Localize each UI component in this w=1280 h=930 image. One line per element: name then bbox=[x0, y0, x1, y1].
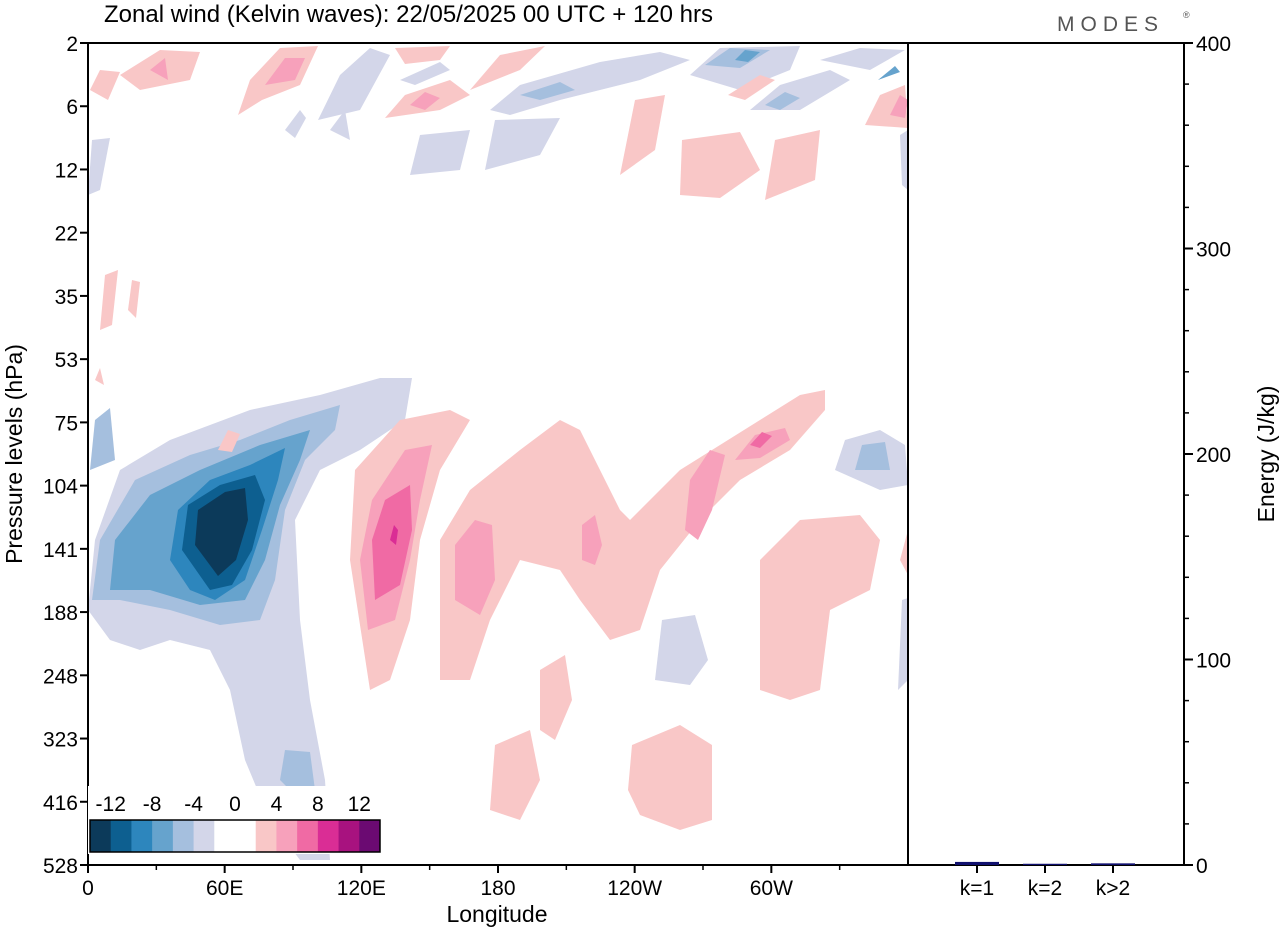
energy-axis-label: Energy (J/kg) bbox=[1253, 386, 1279, 523]
colorbar-swatch bbox=[235, 820, 257, 852]
y-tick-label: 75 bbox=[55, 412, 78, 435]
y-tick-label: 323 bbox=[43, 729, 78, 752]
colorbar-swatch bbox=[359, 820, 381, 852]
colorbar-swatch bbox=[172, 820, 195, 852]
colorbar-swatch bbox=[152, 820, 174, 852]
colorbar-label: 0 bbox=[229, 793, 241, 816]
energy-tick-label: 400 bbox=[1196, 33, 1231, 56]
colorbar-swatch bbox=[297, 820, 319, 852]
colorbar-swatch bbox=[255, 820, 277, 852]
colorbar-label: -12 bbox=[96, 793, 126, 816]
colorbar-label: 4 bbox=[271, 793, 283, 816]
x-tick-label: 120W bbox=[607, 877, 662, 900]
y-tick-label: 141 bbox=[43, 539, 78, 562]
upper-level-anomalies bbox=[88, 46, 908, 330]
y-tick-label: 6 bbox=[66, 96, 78, 119]
y-tick-label: 248 bbox=[43, 665, 78, 688]
x-axis-label: Longitude bbox=[446, 901, 547, 927]
energy-panel-frame bbox=[907, 42, 1185, 866]
colorbar-swatch bbox=[110, 820, 132, 852]
energy-bar bbox=[1091, 863, 1135, 865]
energy-bar bbox=[955, 861, 999, 865]
bar-category-label: k=2 bbox=[1028, 877, 1062, 900]
energy-bar bbox=[1023, 863, 1067, 865]
y-tick-label: 416 bbox=[43, 792, 78, 815]
y-axis-ticks: 2 6 12 22 35 53 75 104 141 188 248 323 416 528 bbox=[43, 33, 88, 878]
energy-bars: k=1 k=2 k>2 bbox=[955, 861, 1135, 900]
bar-category-label: k>2 bbox=[1096, 877, 1130, 900]
y-tick-label: 12 bbox=[55, 159, 78, 182]
chart-title: Zonal wind (Kelvin waves): 22/05/2025 00… bbox=[104, 1, 713, 28]
energy-tick-label: 100 bbox=[1196, 650, 1231, 673]
colorbar-label: -8 bbox=[143, 793, 162, 816]
y-tick-label: 2 bbox=[66, 33, 78, 56]
energy-tick-label: 0 bbox=[1196, 855, 1208, 878]
y-axis-label: Pressure levels (hPa) bbox=[1, 344, 27, 564]
colorbar-frame bbox=[89, 819, 381, 853]
x-tick-label: 60W bbox=[750, 877, 793, 900]
colorbar-label: 8 bbox=[312, 793, 324, 816]
y-tick-label: 22 bbox=[55, 223, 78, 246]
brand-registered-mark: ® bbox=[1183, 10, 1190, 20]
bar-category-label: k=1 bbox=[960, 877, 994, 900]
colorbar-swatch bbox=[90, 820, 112, 852]
tropospheric-anomalies bbox=[88, 368, 908, 860]
y-tick-label: 188 bbox=[43, 602, 78, 625]
colorbar-swatch bbox=[131, 820, 153, 852]
colorbar-swatch bbox=[193, 820, 215, 852]
x-axis-ticks: 0 60E 120E 180 120W 60W bbox=[82, 865, 841, 900]
colorbar: -12 -8 -4 0 4 8 12 bbox=[88, 786, 382, 854]
colorbar-swatch bbox=[276, 820, 298, 852]
energy-axis-ticks: 0 100 200 300 400 bbox=[1184, 33, 1231, 878]
energy-tick-label: 300 bbox=[1196, 239, 1231, 262]
x-tick-label: 0 bbox=[82, 877, 94, 900]
x-tick-label: 180 bbox=[480, 877, 515, 900]
y-tick-label: 35 bbox=[55, 286, 78, 309]
contour-field bbox=[88, 46, 908, 860]
brand-logo: MODES bbox=[1057, 13, 1164, 36]
colorbar-swatch bbox=[338, 820, 360, 852]
y-tick-label: 104 bbox=[43, 476, 78, 499]
x-tick-label: 60E bbox=[206, 877, 243, 900]
colorbar-label: -4 bbox=[184, 793, 203, 816]
colorbar-swatch bbox=[214, 820, 236, 852]
colorbar-swatch bbox=[317, 820, 340, 852]
y-tick-label: 528 bbox=[43, 855, 78, 878]
x-tick-label: 120E bbox=[337, 877, 386, 900]
y-tick-label: 53 bbox=[55, 349, 78, 372]
energy-tick-label: 200 bbox=[1196, 444, 1231, 467]
colorbar-label: 12 bbox=[348, 793, 371, 816]
